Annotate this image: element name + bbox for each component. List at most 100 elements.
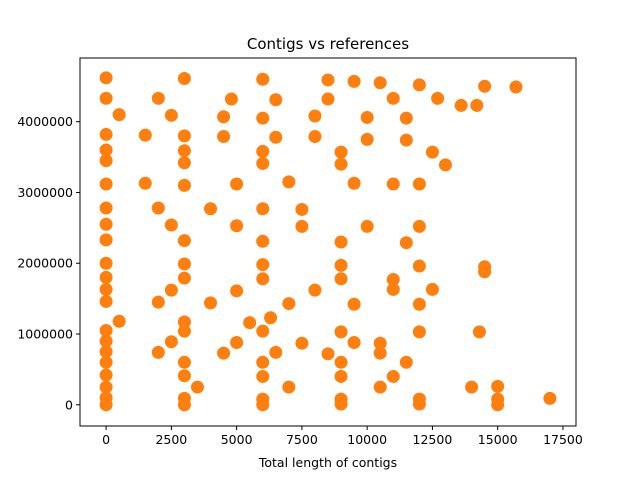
y-tick-label: 4000000 — [17, 114, 73, 129]
data-point — [177, 324, 191, 338]
x-tick-label: 0 — [102, 432, 110, 447]
data-point — [360, 132, 374, 146]
data-point — [373, 346, 387, 360]
data-point — [99, 355, 113, 369]
x-tick-label: 12500 — [413, 432, 453, 447]
data-point — [386, 273, 400, 287]
data-point — [256, 144, 270, 158]
plot-frame — [79, 57, 577, 427]
data-point — [347, 297, 361, 311]
x-axis-label: Total length of contigs — [258, 455, 397, 470]
data-point — [412, 219, 426, 233]
data-point — [99, 294, 113, 308]
data-point — [99, 143, 113, 157]
data-point — [99, 177, 113, 191]
x-tick-label: 2500 — [155, 432, 187, 447]
data-point — [412, 397, 426, 411]
data-point — [386, 177, 400, 191]
data-point — [386, 369, 400, 383]
data-point — [217, 346, 231, 360]
data-point — [399, 133, 413, 147]
data-point — [472, 325, 486, 339]
data-point — [177, 234, 191, 248]
data-point — [230, 335, 244, 349]
data-point — [177, 156, 191, 170]
data-point — [177, 355, 191, 369]
data-point — [491, 379, 505, 393]
data-point — [99, 380, 113, 394]
data-point — [412, 78, 426, 92]
data-point — [334, 157, 348, 171]
data-point — [334, 272, 348, 286]
data-point — [177, 178, 191, 192]
data-point — [99, 127, 113, 141]
data-point — [347, 74, 361, 88]
data-point — [177, 129, 191, 143]
data-point — [177, 257, 191, 271]
data-point — [360, 110, 374, 124]
data-point — [164, 218, 178, 232]
data-point — [334, 258, 348, 272]
data-point — [282, 297, 296, 311]
data-point — [177, 144, 191, 158]
data-point — [308, 130, 322, 144]
data-point — [347, 335, 361, 349]
data-point — [99, 233, 113, 247]
data-point — [230, 284, 244, 298]
data-point — [334, 235, 348, 249]
data-point — [99, 368, 113, 382]
data-point — [425, 282, 439, 296]
chart-title: Contigs vs references — [247, 35, 409, 53]
data-point — [256, 202, 270, 216]
data-point — [373, 380, 387, 394]
data-point — [465, 380, 479, 394]
data-point — [334, 369, 348, 383]
data-point — [256, 398, 270, 412]
data-point — [99, 270, 113, 284]
data-point — [256, 272, 270, 286]
data-point — [256, 72, 270, 86]
x-tick-label: 5000 — [221, 432, 253, 447]
data-point — [269, 93, 283, 107]
data-point — [204, 296, 218, 310]
data-point — [334, 397, 348, 411]
y-tick-label: 0 — [65, 397, 73, 412]
x-tick-label: 15000 — [478, 432, 518, 447]
data-point — [224, 92, 238, 106]
data-point — [373, 336, 387, 350]
data-point — [478, 265, 492, 279]
x-tick-label: 17500 — [543, 432, 583, 447]
data-point — [177, 315, 191, 329]
data-point — [308, 283, 322, 297]
data-point — [112, 314, 126, 328]
y-tick-label: 1000000 — [17, 327, 73, 342]
data-point — [177, 271, 191, 285]
data-point — [151, 345, 165, 359]
y-axis: 0 1000000 2000000 3000000 4000000 — [17, 114, 80, 412]
data-point — [256, 156, 270, 170]
x-tick-label: 10000 — [347, 432, 387, 447]
y-tick-label: 3000000 — [17, 185, 73, 200]
data-point — [99, 323, 113, 337]
data-point — [151, 91, 165, 105]
data-point — [99, 201, 113, 215]
data-point — [256, 355, 270, 369]
data-point — [151, 201, 165, 215]
data-point — [230, 219, 244, 233]
x-axis: 0 2500 5000 7500 10000 12500 15000 17500 — [102, 426, 583, 447]
data-point — [177, 72, 191, 86]
data-point — [217, 110, 231, 124]
data-point — [399, 111, 413, 125]
data-point — [256, 369, 270, 383]
data-point — [99, 282, 113, 296]
data-point — [112, 108, 126, 122]
data-point — [230, 177, 244, 191]
data-point — [264, 311, 278, 325]
data-point — [256, 111, 270, 125]
data-point — [321, 347, 335, 361]
data-point — [295, 336, 309, 350]
data-point — [425, 145, 439, 159]
data-point — [282, 175, 296, 189]
data-point — [99, 345, 113, 359]
